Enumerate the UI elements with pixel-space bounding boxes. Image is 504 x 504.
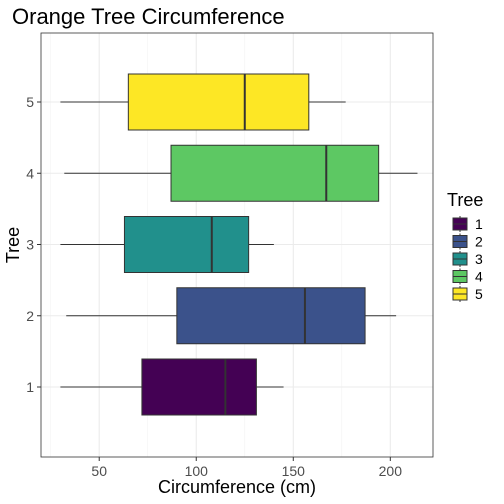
box-series xyxy=(60,73,418,416)
box-iqr xyxy=(123,216,250,273)
y-tick-label: 5 xyxy=(26,94,34,110)
legend-label: 5 xyxy=(475,286,483,302)
y-axis-ticks: 1 2 3 4 5 xyxy=(26,94,41,395)
y-tick-label: 1 xyxy=(26,379,34,395)
x-axis-label: Circumference (cm) xyxy=(158,477,316,497)
y-tick-label: 3 xyxy=(26,237,34,253)
x-tick-label: 200 xyxy=(379,463,403,479)
x-tick-label: 150 xyxy=(282,463,306,479)
y-tick-label: 2 xyxy=(26,308,34,324)
legend: Tree 1 23 45 xyxy=(447,190,483,302)
legend-label: 1 xyxy=(475,216,483,232)
box-tree-3 xyxy=(60,216,274,273)
y-tick-label: 4 xyxy=(26,165,34,181)
y-axis-label: Tree xyxy=(3,227,23,263)
legend-label: 3 xyxy=(475,251,483,267)
box-tree-2 xyxy=(66,287,397,345)
legend-title: Tree xyxy=(447,190,483,210)
chart-title: Orange Tree Circumference xyxy=(12,4,285,29)
box-iqr xyxy=(141,358,257,416)
box-tree-5 xyxy=(60,73,346,131)
x-axis-ticks: 50 100 150 200 xyxy=(91,457,402,479)
box-tree-4 xyxy=(64,144,418,202)
legend-item-4: 4 xyxy=(452,268,483,285)
legend-item-1: 1 xyxy=(452,216,483,232)
box-iqr xyxy=(176,287,366,345)
box-tree-1 xyxy=(60,358,284,416)
legend-item-3: 3 xyxy=(452,251,483,267)
box-iqr xyxy=(127,73,310,131)
legend-label: 2 xyxy=(475,234,483,250)
legend-item-2: 2 xyxy=(452,233,483,250)
x-tick-label: 100 xyxy=(185,463,209,479)
box-iqr xyxy=(170,144,380,202)
legend-label: 4 xyxy=(475,269,483,285)
x-tick-label: 50 xyxy=(91,463,107,479)
legend-item-5: 5 xyxy=(452,286,483,302)
